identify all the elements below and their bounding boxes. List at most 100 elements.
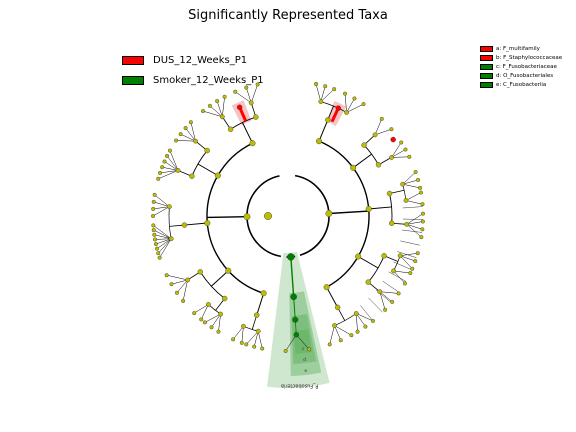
taxa-swatch-c [480, 63, 493, 70]
genus-branch [374, 118, 383, 135]
taxon-node [158, 170, 163, 175]
taxon-node [293, 332, 300, 338]
family-arc [402, 184, 407, 201]
taxon-node [332, 87, 337, 92]
clade-labels: a b cd e P_Fusobacteria [237, 96, 343, 389]
genus-branch [235, 91, 252, 104]
taxon-node [390, 136, 396, 143]
taxon-node [283, 348, 288, 353]
taxon-node [323, 84, 328, 89]
order-arc [389, 193, 393, 224]
genus-branch [164, 161, 179, 171]
taxon-node [151, 223, 156, 228]
taxon-node [248, 100, 254, 106]
genus-branch [391, 149, 406, 158]
taxa-swatch-e [480, 81, 493, 88]
taxa-legend-entry-d: d: O_Fusobacteriales [480, 71, 562, 80]
genus-branch [180, 133, 196, 142]
taxon-node [222, 94, 227, 99]
taxon-node [416, 177, 421, 182]
chart-title: Significantly Represented Taxa [188, 8, 388, 23]
genus-branch [315, 83, 322, 102]
taxon-node [253, 114, 259, 120]
taxon-node [254, 312, 260, 318]
taxon-node [400, 181, 406, 187]
genus-branch [329, 325, 335, 345]
taxa-label-e: e: C_Fusobacteriia [496, 81, 547, 88]
genus-branch [320, 86, 326, 102]
taxon-node [219, 114, 225, 120]
genus-branch [158, 170, 179, 180]
phylum-branch [328, 210, 369, 215]
genus-branch [153, 229, 172, 239]
leaf-branch [400, 240, 420, 246]
genus-branch [402, 183, 421, 189]
genus-branch [374, 128, 392, 136]
family-arc [168, 206, 172, 239]
taxon-node [185, 277, 191, 283]
taxon-node [209, 325, 214, 330]
genus-branch [209, 105, 223, 117]
taxon-node [332, 323, 337, 328]
taxon-node [221, 295, 228, 302]
taxon-node [151, 228, 156, 233]
taxon-node [420, 227, 425, 232]
taxa-label-d: d: O_Fusobacteriales [496, 72, 554, 79]
clade-letter-a: a [340, 99, 343, 104]
taxon-node [169, 282, 174, 287]
taxon-node [166, 204, 172, 210]
genus-branch [155, 238, 172, 245]
taxon-node [365, 205, 372, 212]
taxon-node [355, 329, 360, 334]
taxon-node [168, 236, 174, 242]
class-branch [357, 256, 379, 269]
taxa-swatch-d [480, 72, 493, 79]
taxon-node [201, 109, 206, 114]
taxon-node [396, 291, 401, 296]
taxon-node [260, 346, 265, 351]
genus-branch [379, 291, 393, 303]
center-dot: . [288, 213, 289, 217]
genus-branch [171, 279, 188, 285]
taxon-node [151, 206, 156, 211]
genus-branch [391, 142, 402, 158]
phylum-label-fusobacteria: P_Fusobacteria [281, 383, 318, 389]
taxon-node [413, 259, 418, 264]
taxon-node [244, 342, 249, 347]
taxon-node [334, 304, 341, 311]
taxon-node [216, 329, 221, 334]
taxon-node [192, 311, 197, 316]
taxon-node [307, 347, 312, 352]
genus-branch [166, 155, 179, 171]
genus-branch [406, 224, 423, 230]
taxa-legend-entry-a: a: F_multifamily [480, 44, 562, 53]
taxon-node [389, 220, 395, 226]
genus-branch [160, 170, 179, 174]
taxon-node [350, 164, 357, 171]
genus-branch [153, 225, 172, 239]
taxon-node [404, 221, 410, 227]
taxon-node [383, 307, 388, 312]
taxon-node [372, 132, 378, 138]
genus-branch [356, 313, 358, 332]
taxon-node [153, 237, 158, 242]
taxa-swatch-a [480, 45, 493, 52]
genus-branch [232, 326, 244, 340]
taxon-node [327, 342, 332, 347]
taxon-node [202, 320, 207, 325]
class-branch [368, 206, 392, 210]
taxon-node [167, 148, 172, 153]
genus-branch [204, 313, 221, 323]
genus-branch [346, 98, 355, 113]
taxon-node [352, 96, 357, 101]
genus-branch [405, 192, 422, 201]
taxon-node [402, 281, 407, 286]
genus-branch [320, 88, 335, 102]
genus-branch [253, 331, 259, 347]
taxon-node [361, 102, 366, 107]
taxon-node [233, 89, 238, 94]
taxon-node [160, 165, 165, 170]
taxon-node [252, 344, 257, 349]
genus-branch [346, 103, 364, 113]
